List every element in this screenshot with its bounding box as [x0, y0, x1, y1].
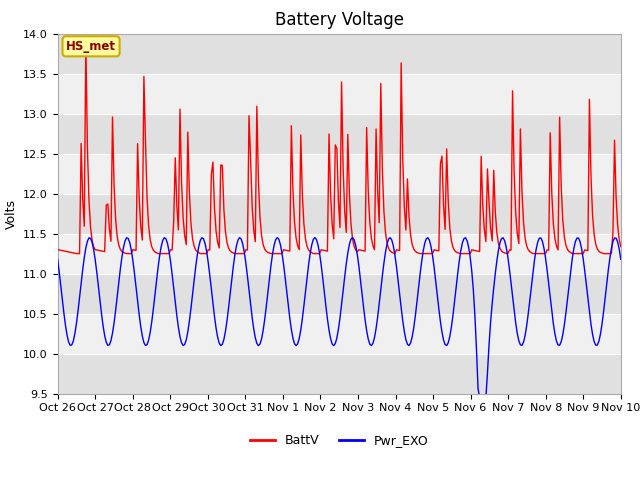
- Bar: [58, 73, 621, 114]
- Bar: [58, 234, 621, 274]
- Bar: [58, 313, 621, 354]
- BattV: [303, 243, 311, 249]
- BattV: [589, 212, 596, 218]
- BattV: [54, 247, 61, 252]
- BattV: [82, 38, 90, 44]
- Pwr_EXO: [589, 332, 596, 337]
- Pwr_EXO: [221, 328, 229, 334]
- Bar: [58, 34, 621, 73]
- BattV: [126, 251, 134, 256]
- BattV: [72, 251, 80, 256]
- Text: HS_met: HS_met: [66, 40, 116, 53]
- Pwr_EXO: [54, 256, 61, 262]
- BattV: [617, 244, 625, 250]
- Line: BattV: BattV: [58, 41, 621, 253]
- Pwr_EXO: [300, 303, 308, 309]
- Bar: [58, 154, 621, 193]
- Bar: [58, 274, 621, 313]
- Pwr_EXO: [311, 235, 319, 240]
- BattV: [225, 245, 232, 251]
- Bar: [58, 354, 621, 394]
- Pwr_EXO: [123, 235, 131, 240]
- Title: Battery Voltage: Battery Voltage: [275, 11, 404, 29]
- Pwr_EXO: [617, 256, 625, 262]
- Pwr_EXO: [476, 395, 483, 400]
- Legend: BattV, Pwr_EXO: BattV, Pwr_EXO: [245, 429, 433, 452]
- BattV: [244, 247, 252, 253]
- Pwr_EXO: [250, 326, 257, 332]
- Bar: [58, 193, 621, 234]
- Line: Pwr_EXO: Pwr_EXO: [58, 238, 621, 397]
- Y-axis label: Volts: Volts: [4, 199, 17, 228]
- Pwr_EXO: [241, 250, 248, 255]
- BattV: [253, 103, 260, 109]
- Bar: [58, 114, 621, 154]
